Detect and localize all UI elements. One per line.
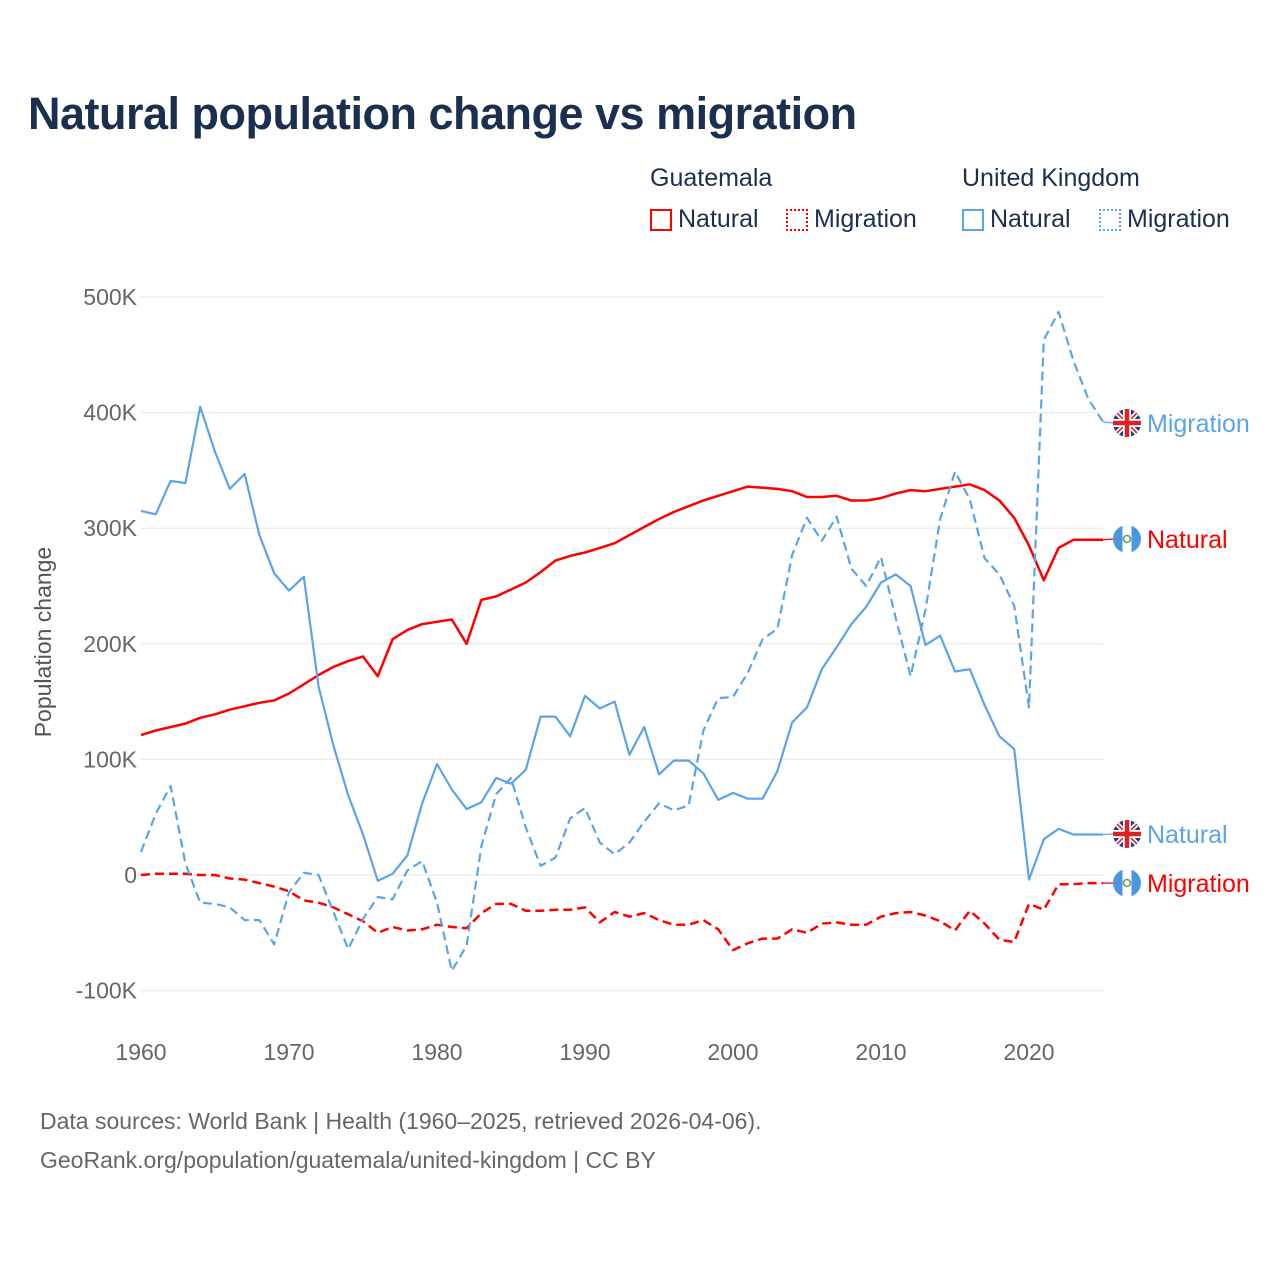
- guatemala-flag-icon: [1113, 525, 1141, 553]
- y-tick-label: 200K: [83, 631, 137, 657]
- footer-link[interactable]: GeoRank.org/population/guatemala/united-…: [40, 1147, 656, 1173]
- flag-band: [1113, 525, 1123, 553]
- x-tick-label: 2020: [1003, 1039, 1054, 1065]
- legend-swatch-dotted: [786, 208, 808, 231]
- legend-item-guatemala-natural[interactable]: Natural: [650, 205, 759, 234]
- x-tick-label: 2000: [707, 1039, 758, 1065]
- y-tick-label: 0: [124, 862, 137, 888]
- y-axis-label: Population change: [30, 547, 56, 738]
- flag-emblem: [1122, 534, 1132, 544]
- x-tick-label: 1970: [263, 1039, 314, 1065]
- series-line-guatemala-natural: [140, 483, 1103, 737]
- flag-band: [1131, 525, 1141, 553]
- uk-flag-icon: [1113, 820, 1141, 848]
- y-tick-label: 500K: [83, 284, 137, 310]
- series-end-label: Migration: [1147, 870, 1250, 898]
- legend-label: Natural: [990, 205, 1071, 233]
- footer-source: Data sources: World Bank | Health (1960–…: [40, 1108, 762, 1134]
- legend-group-guatemala: Guatemala: [650, 164, 773, 192]
- x-tick-label: 2010: [855, 1039, 906, 1065]
- y-tick-label: 100K: [83, 746, 137, 772]
- legend-item-uk-migration[interactable]: Migration: [1099, 205, 1230, 234]
- x-tick-label: 1960: [115, 1039, 166, 1065]
- series-line-united-kingdom-natural: [140, 405, 1103, 882]
- y-tick-label: -100K: [76, 978, 138, 1004]
- label-connector: [1102, 538, 1114, 541]
- flag-band: [1113, 869, 1123, 897]
- flag-band: [1131, 869, 1141, 897]
- series-end-label: Natural: [1147, 821, 1228, 849]
- legend-group-united-kingdom: United Kingdom: [962, 164, 1140, 192]
- y-tick-label: 400K: [83, 400, 137, 426]
- legend-item-guatemala-migration[interactable]: Migration: [786, 205, 917, 234]
- series-end-label: Migration: [1147, 410, 1250, 438]
- legend-swatch-solid: [650, 208, 672, 231]
- series-end-label: Natural: [1147, 526, 1228, 554]
- flag-emblem: [1122, 878, 1132, 888]
- x-tick-label: 1990: [559, 1039, 610, 1065]
- flag-cross-red: [1113, 409, 1141, 437]
- legend-label: Natural: [678, 205, 759, 233]
- series-line-united-kingdom-migration: [139, 310, 1104, 973]
- legend-swatch-solid: [962, 208, 984, 231]
- legend-label: Migration: [1127, 205, 1230, 233]
- legend-label: Migration: [814, 205, 917, 233]
- series-line-guatemala-migration: [140, 872, 1103, 952]
- chart-title: Natural population change vs migration: [28, 88, 857, 139]
- label-connector: [1102, 421, 1114, 424]
- legend-item-uk-natural[interactable]: Natural: [962, 205, 1071, 234]
- x-tick-label: 1980: [411, 1039, 462, 1065]
- label-connector: [1102, 833, 1114, 836]
- y-tick-label: 300K: [83, 515, 137, 541]
- flag-cross-red: [1113, 820, 1141, 848]
- uk-flag-icon: [1113, 409, 1141, 437]
- guatemala-flag-icon: [1113, 869, 1141, 897]
- legend-swatch-dotted: [1099, 208, 1121, 231]
